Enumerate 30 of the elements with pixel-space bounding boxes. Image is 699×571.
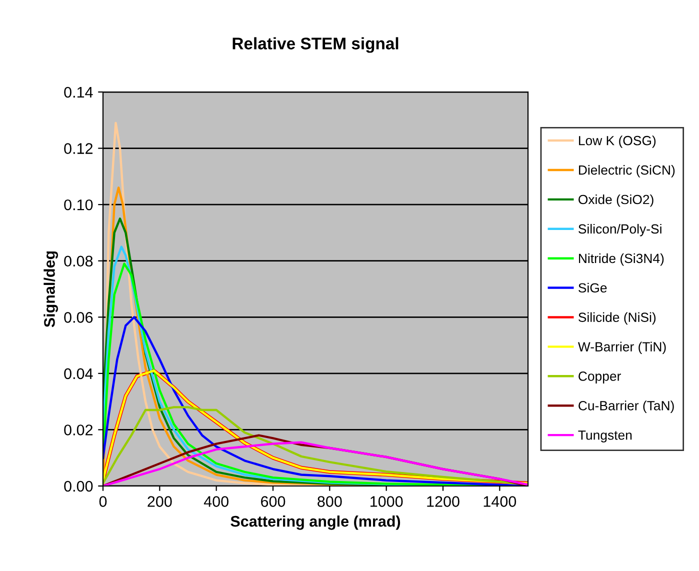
x-tick-label: 400 bbox=[204, 496, 228, 507]
legend-label: Silicide (NiSi) bbox=[578, 312, 656, 325]
legend-label: Tungsten bbox=[578, 430, 632, 442]
x-tick-label: 1400 bbox=[484, 496, 516, 507]
legend-label: Dielectric (SiCN) bbox=[579, 165, 675, 178]
x-axis-title: Scattering angle (mrad) bbox=[230, 516, 400, 530]
y-tick-label: 0.06 bbox=[64, 312, 93, 323]
legend-label: Low K (OSG) bbox=[579, 136, 656, 148]
legend-label: Oxide (SiO2) bbox=[578, 194, 654, 207]
y-tick-label: 0.08 bbox=[64, 256, 93, 267]
x-tick-label: 0 bbox=[99, 496, 107, 507]
y-tick-label: 0.00 bbox=[64, 480, 93, 492]
chart-title: Relative STEM signal bbox=[232, 37, 398, 53]
legend-label: W-Barrier (TiN) bbox=[578, 342, 666, 354]
x-tick-label: 600 bbox=[261, 496, 286, 507]
legend-label: SiGe bbox=[578, 282, 607, 293]
y-tick-label: 0.04 bbox=[64, 368, 93, 380]
y-tick-label: 0.12 bbox=[64, 143, 93, 154]
legend-label: Copper bbox=[578, 372, 621, 384]
x-tick-label: 800 bbox=[318, 496, 342, 507]
x-tick-label: 200 bbox=[148, 496, 172, 507]
y-tick-label: 0.14 bbox=[64, 86, 93, 98]
y-tick-label: 0.02 bbox=[64, 424, 93, 436]
legend-label: Nitride (Si3N4) bbox=[579, 253, 664, 266]
legend-label: Silicon/Poly-Si bbox=[578, 224, 662, 236]
x-tick-label: 1000 bbox=[370, 496, 403, 507]
x-tick-label: 1200 bbox=[427, 496, 460, 507]
legend-label: Cu-Barrier (TaN) bbox=[578, 400, 674, 413]
y-axis-title: Signal/deg bbox=[44, 251, 58, 328]
y-tick-label: 0.10 bbox=[64, 199, 93, 210]
